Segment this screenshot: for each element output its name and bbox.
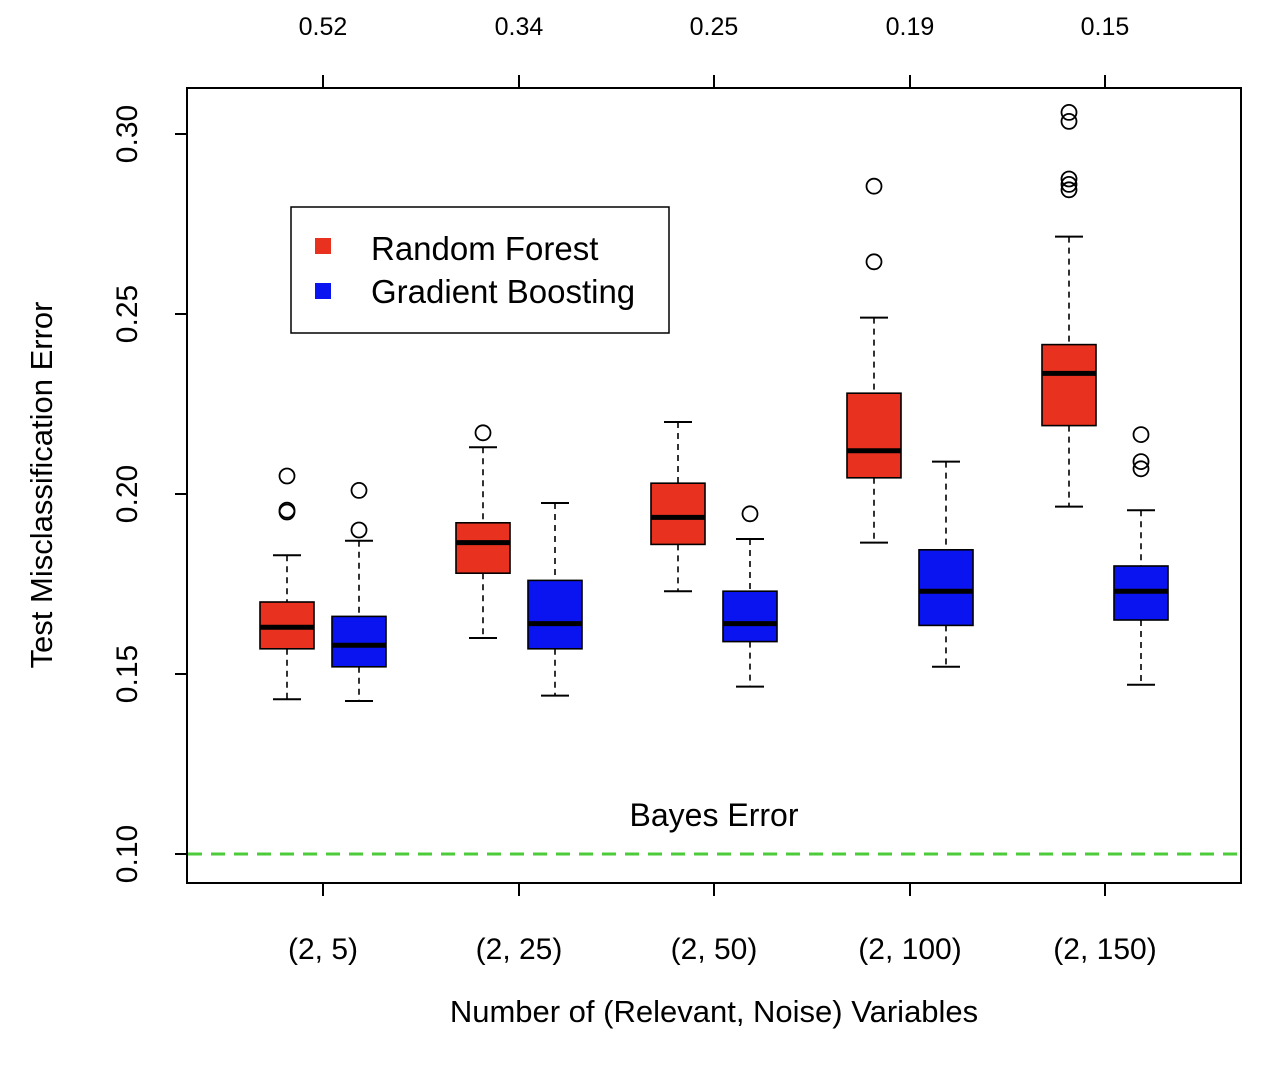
outlier-random-forest-4-2 (865, 177, 883, 195)
legend-label-random-forest: Random Forest (371, 230, 598, 267)
y-tick-label-4: 0.25 (111, 285, 144, 343)
outlier-gradient-boosting-3-1 (741, 505, 759, 523)
outlier-random-forest-5-5 (1060, 104, 1078, 121)
box-gradient-boosting-1 (331, 481, 387, 702)
outlier-random-forest-1-2 (278, 501, 296, 519)
outlier-gradient-boosting-5-2 (1132, 453, 1150, 471)
box-random-forest-5 (1041, 104, 1097, 508)
outlier-random-forest-5-4 (1060, 113, 1078, 130)
iqr-box-random-forest-2 (455, 521, 511, 574)
outlier-gradient-boosting-5-3 (1132, 426, 1150, 444)
y-tick-label-3: 0.20 (111, 465, 144, 523)
iqr-box-random-forest-5 (1041, 343, 1097, 427)
box-gradient-boosting-5 (1113, 426, 1169, 686)
iqr-box-random-forest-4 (846, 392, 902, 479)
outlier-random-forest-1-3 (278, 467, 296, 485)
top-tick-label-1: 0.52 (299, 13, 348, 41)
outlier-gradient-boosting-1-1 (350, 521, 368, 539)
iqr-box-gradient-boosting-2 (527, 579, 583, 650)
legend-swatch-gradient-boosting (315, 283, 331, 299)
top-tick-label-4: 0.19 (886, 13, 935, 41)
top-tick-label-3: 0.25 (690, 13, 739, 41)
y-tick-label-1: 0.10 (111, 825, 144, 883)
top-tick-label-2: 0.34 (495, 13, 544, 41)
x-tick-label-1: (2, 5) (288, 933, 358, 966)
y-tick-label-2: 0.15 (111, 645, 144, 703)
outlier-gradient-boosting-5-1 (1132, 460, 1150, 478)
bayes-error-label: Bayes Error (630, 797, 799, 833)
y-tick-label-5: 0.30 (111, 105, 144, 163)
outlier-random-forest-2-1 (474, 424, 492, 442)
outlier-gradient-boosting-1-2 (350, 481, 368, 499)
legend-box (290, 206, 670, 334)
top-tick-label-5: 0.15 (1081, 13, 1130, 41)
legend-swatch-random-forest (315, 238, 331, 254)
x-tick-label-3: (2, 50) (671, 933, 758, 966)
box-gradient-boosting-3 (722, 505, 778, 688)
box-random-forest-2 (455, 424, 511, 639)
outlier-random-forest-5-2 (1060, 175, 1078, 193)
iqr-box-gradient-boosting-3 (722, 590, 778, 643)
box-gradient-boosting-4 (918, 460, 974, 668)
box-random-forest-4 (846, 177, 902, 544)
x-axis-title: Number of (Relevant, Noise) Variables (450, 994, 978, 1029)
box-random-forest-1 (259, 467, 315, 701)
legend-label-gradient-boosting: Gradient Boosting (371, 273, 635, 310)
outlier-random-forest-5-1 (1060, 181, 1078, 199)
iqr-box-random-forest-3 (650, 482, 706, 546)
x-tick-label-4: (2, 100) (858, 933, 961, 966)
box-random-forest-3 (650, 421, 706, 593)
y-axis-title: Test Misclassification Error (24, 302, 59, 669)
box-gradient-boosting-2 (527, 502, 583, 697)
iqr-box-gradient-boosting-1 (331, 615, 387, 668)
iqr-box-gradient-boosting-4 (918, 548, 974, 627)
outlier-random-forest-5-3 (1060, 170, 1078, 188)
outlier-random-forest-4-1 (865, 253, 883, 271)
legend: Random Forest Gradient Boosting (290, 206, 670, 334)
x-tick-label-2: (2, 25) (476, 933, 563, 966)
x-tick-label-5: (2, 150) (1053, 933, 1156, 966)
